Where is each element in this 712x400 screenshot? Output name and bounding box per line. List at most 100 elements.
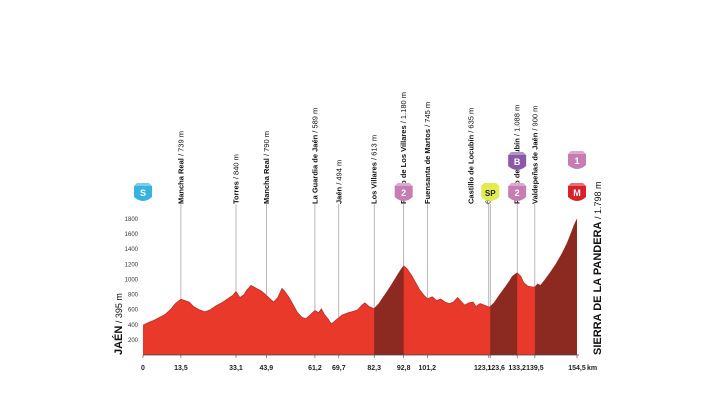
x-tick-label: 123,1 xyxy=(474,365,492,372)
badge-shape xyxy=(508,152,527,170)
waypoint-altitude: / 745 m xyxy=(423,102,432,129)
waypoint-altitude: / 739 m xyxy=(176,131,185,158)
badge-shape xyxy=(481,183,500,201)
badge-shape xyxy=(394,183,413,201)
start-name: JAÉN xyxy=(112,326,125,355)
badge-top-band xyxy=(134,183,152,186)
badge-label: S xyxy=(140,188,146,198)
badge-finish: M xyxy=(568,183,586,201)
waypoint-name: Puerto de Los Villares xyxy=(399,125,408,204)
badge-label: 1 xyxy=(574,156,579,166)
x-tick-label: 82,3 xyxy=(367,365,381,372)
x-axis: 0 13,5 33,1 43,9 61,2 69,7 82,3 92,8 101,2 123,11… xyxy=(141,354,597,372)
y-tick-label: 1000 xyxy=(125,277,139,283)
start-location-label: JAÉN / 395 m xyxy=(112,293,125,355)
waypoint-label: Mancha Real / 790 m xyxy=(262,131,271,204)
finish-altitude: / 1.798 m xyxy=(593,182,603,222)
waypoint-altitude: / 840 m xyxy=(231,154,240,181)
badge-start: S xyxy=(134,183,152,201)
finish-location-label: SIERRA DE LA PANDERA / 1.798 m xyxy=(592,182,604,355)
waypoint-name: Los Villares xyxy=(370,162,379,204)
y-tick-label: 1200 xyxy=(125,262,139,268)
finish-name: SIERRA DE LA PANDERA xyxy=(592,222,604,355)
waypoint-label: La Guardia de Jaén / 589 m xyxy=(310,108,319,204)
climb-badges: S 2 SP B 2 1 M xyxy=(134,151,586,201)
badge-top-band xyxy=(508,152,527,155)
y-tick-label: 400 xyxy=(128,323,139,329)
y-tick-label: 800 xyxy=(128,293,139,299)
waypoint-altitude: / 635 m xyxy=(466,108,475,135)
waypoint-altitude: / 1.180 m xyxy=(399,92,408,125)
x-tick-label: 133,2 xyxy=(508,365,526,372)
waypoint-name: Castillo de Locubín xyxy=(466,134,475,204)
waypoint-altitude: / 790 m xyxy=(262,131,271,158)
badge-label: SP xyxy=(485,189,496,198)
waypoint-altitude: / 589 m xyxy=(310,108,319,135)
x-tick-label: 69,7 xyxy=(332,365,346,372)
waypoint-lines xyxy=(180,204,536,318)
badge-label: 2 xyxy=(401,188,406,198)
badge-bonus: B xyxy=(508,152,527,170)
waypoint-name: Mancha Real xyxy=(176,158,185,204)
badge-label: B xyxy=(514,157,521,167)
badge-top-band xyxy=(568,151,586,154)
badge-top-band xyxy=(394,183,413,186)
x-tick-label: 13,5 xyxy=(174,365,188,372)
x-tick-label: 43,9 xyxy=(260,365,274,372)
badge-shape xyxy=(568,151,586,169)
badge-shape xyxy=(568,183,586,201)
x-tick-label: 0 xyxy=(141,365,145,372)
badge-top-band xyxy=(508,183,527,186)
waypoint-label: Jaén / 494 m xyxy=(334,160,343,204)
waypoint-label: Torres / 840 m xyxy=(231,154,240,204)
waypoint-altitude: / 613 m xyxy=(370,135,379,162)
start-altitude: / 395 m xyxy=(114,293,124,326)
badge-cat: 2 xyxy=(394,183,413,201)
waypoint-labels: Mancha Real / 739 m Torres / 840 m Mancha … xyxy=(176,92,539,204)
y-tick-label: 1600 xyxy=(125,232,139,238)
badge-shape xyxy=(134,183,152,201)
waypoint-altitude: / 1.088 m xyxy=(513,105,522,138)
badge-label: M xyxy=(573,188,581,198)
x-tick-label: 101,2 xyxy=(419,365,437,372)
badge-top-band xyxy=(568,183,586,186)
y-tick-label: 600 xyxy=(128,308,139,314)
waypoint-name: Valdepeñas de Jaén xyxy=(530,132,539,204)
x-tick-label: 123,6 xyxy=(487,365,505,372)
x-tick-label: 154,5 xyxy=(568,365,586,372)
badge-shape xyxy=(508,183,527,201)
waypoint-name: Fuensanta de Martos xyxy=(423,129,432,204)
x-tick-label: 139,5 xyxy=(526,365,544,372)
y-axis: 200 400 600 800 1000 1200 1400 1600 1800 xyxy=(125,217,139,344)
x-tick-label: 61,2 xyxy=(308,365,322,372)
badge-cat: 2 xyxy=(508,183,527,201)
waypoint-label: Valdepeñas de Jaén / 900 m xyxy=(530,106,539,204)
waypoint-name: Mancha Real xyxy=(262,158,271,204)
badge-sprint: SP xyxy=(481,183,500,201)
climb-segment xyxy=(374,265,404,355)
waypoint-name: La Guardia de Jaén xyxy=(310,134,319,204)
elevation-profile xyxy=(142,219,578,355)
y-tick-label: 200 xyxy=(128,338,139,344)
badge-label: 2 xyxy=(515,188,520,198)
badge-cat: 1 xyxy=(568,151,586,169)
waypoint-altitude: / 900 m xyxy=(530,106,539,133)
waypoint-label: Fuensanta de Martos / 745 m xyxy=(423,102,432,204)
waypoint-label: Castillo de Locubín / 635 m xyxy=(466,108,475,204)
x-tick-label: 92,8 xyxy=(397,365,411,372)
y-tick-label: 1800 xyxy=(125,217,139,223)
waypoint-altitude: / 494 m xyxy=(334,160,343,187)
waypoint-label: Los Villares / 613 m xyxy=(370,135,379,204)
waypoint-label: Mancha Real / 739 m xyxy=(176,131,185,204)
waypoint-label: Puerto de Los Villares / 1.180 m xyxy=(399,92,408,204)
climb-segment xyxy=(490,272,518,355)
waypoint-label: Puerto de Locubín / 1.088 m xyxy=(513,105,522,204)
x-tick-label: 33,1 xyxy=(229,365,243,372)
profile-area xyxy=(143,219,577,355)
waypoint-name: Puerto de Locubín xyxy=(513,138,522,204)
climb-segment xyxy=(534,219,577,355)
y-tick-label: 1400 xyxy=(125,247,139,253)
x-unit-label: km xyxy=(587,365,597,372)
waypoint-name: Torres xyxy=(231,181,240,204)
